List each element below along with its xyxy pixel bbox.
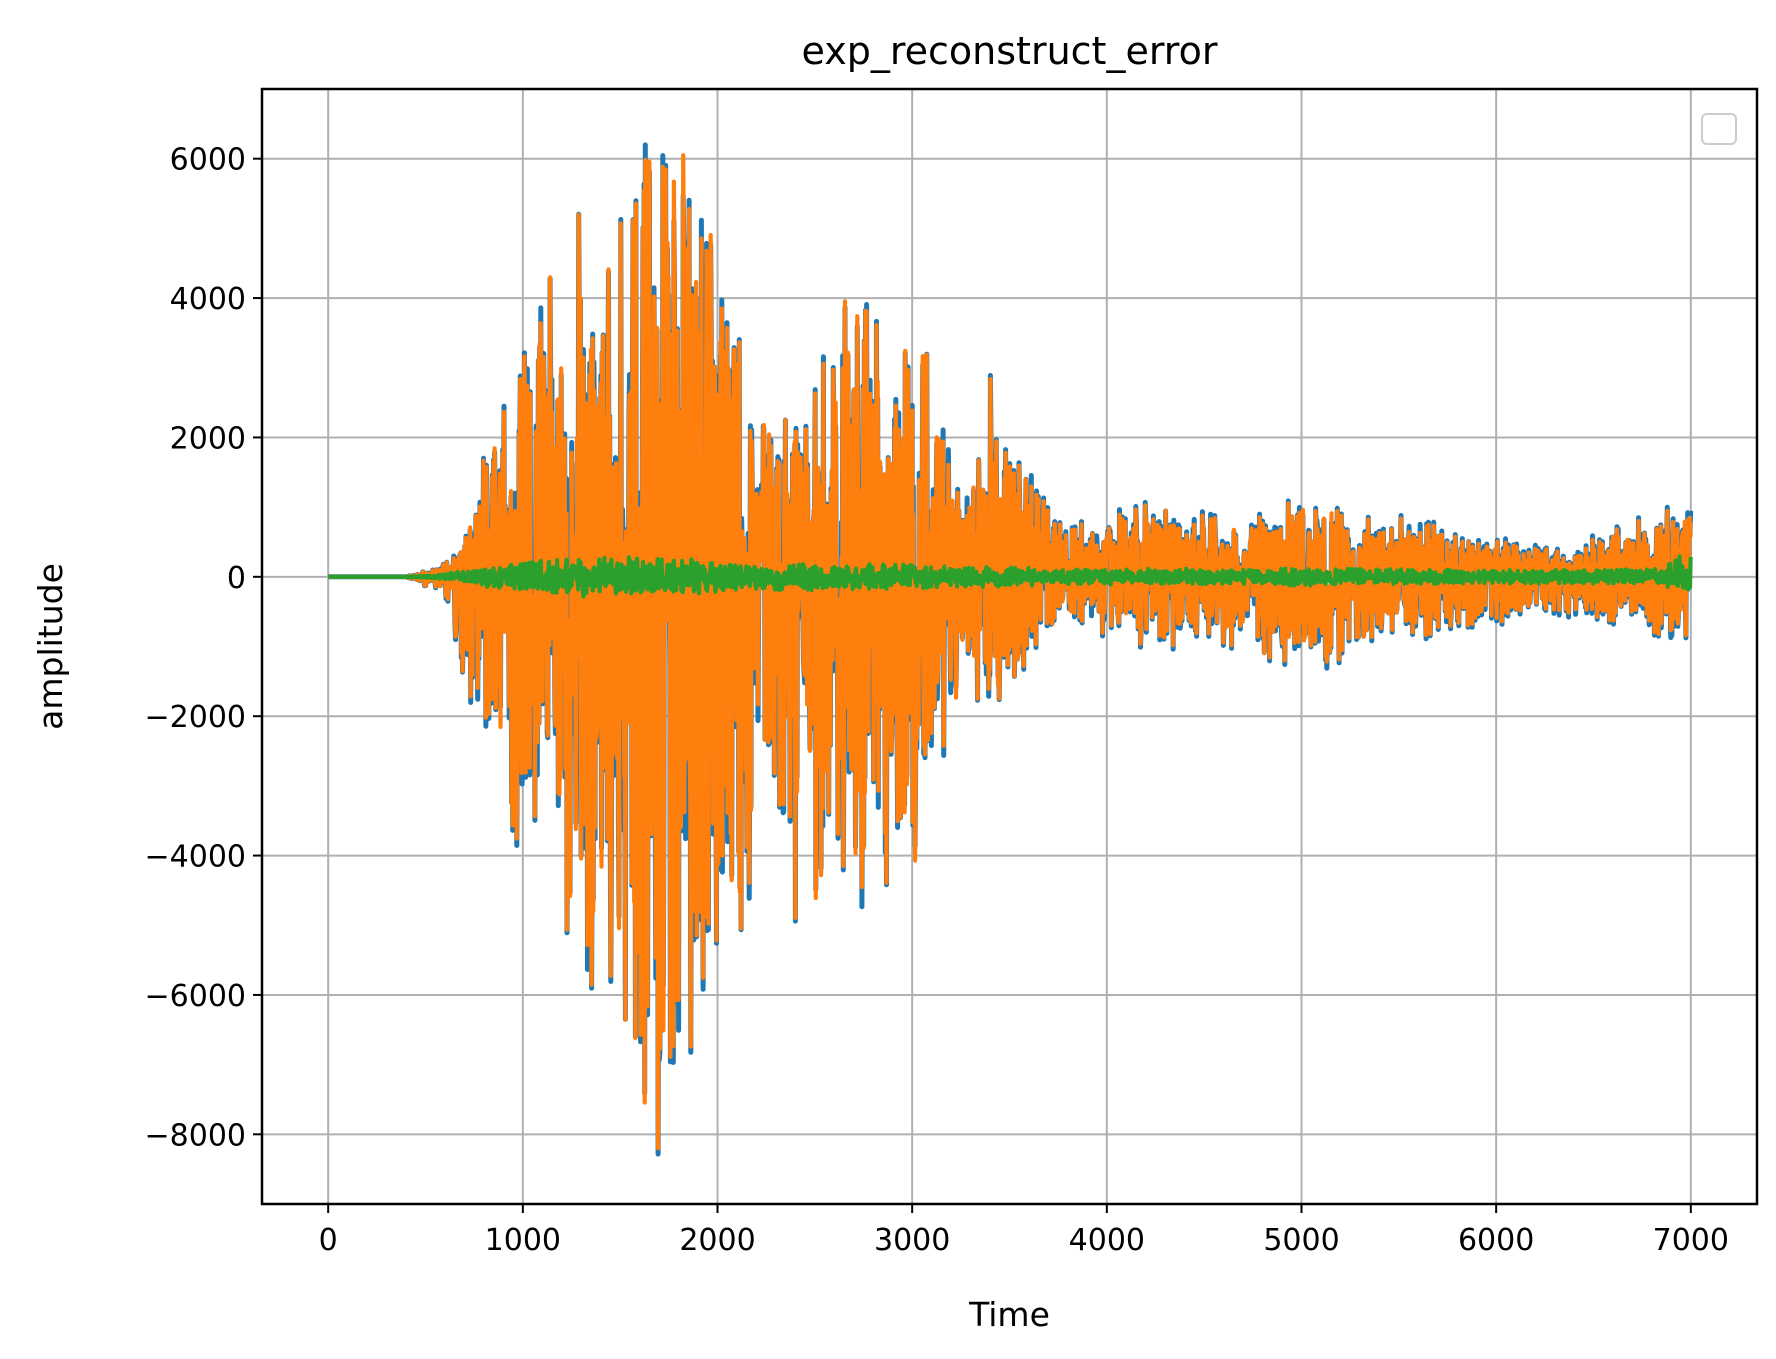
y-tick-label: 0	[227, 561, 246, 596]
y-tick-label: 4000	[170, 282, 246, 317]
x-tick-label: 5000	[1263, 1223, 1339, 1258]
legend	[1701, 113, 1737, 145]
y-tick-label: −4000	[145, 840, 246, 875]
y-tick-label: −8000	[145, 1118, 246, 1153]
x-tick-label: 2000	[679, 1223, 755, 1258]
grid	[262, 89, 1757, 1204]
y-tick-label: 2000	[170, 421, 246, 456]
x-tick-label: 1000	[485, 1223, 561, 1258]
y-tick-label: −6000	[145, 979, 246, 1014]
y-tick-label: 6000	[170, 143, 246, 178]
y-axis-ticks: −8000 −6000 −4000 −2000 0 2000 4000 6000	[145, 143, 262, 1153]
series-line-3	[326, 554, 1693, 599]
series-layer	[326, 142, 1694, 1157]
x-tick-label: 3000	[874, 1223, 950, 1258]
x-tick-label: 7000	[1653, 1223, 1729, 1258]
y-axis-title: amplitude	[31, 563, 70, 730]
x-tick-label: 6000	[1458, 1223, 1534, 1258]
chart-title: exp_reconstruct_error	[802, 29, 1218, 73]
x-axis-ticks: 0 1000 2000 3000 4000 5000 6000 7000	[319, 1204, 1729, 1258]
x-tick-label: 0	[319, 1223, 338, 1258]
x-axis-title: Time	[968, 1295, 1050, 1334]
y-tick-label: −2000	[145, 700, 246, 735]
series-line-2	[326, 153, 1693, 1151]
x-tick-label: 4000	[1069, 1223, 1145, 1258]
plot-frame	[260, 87, 1759, 1206]
